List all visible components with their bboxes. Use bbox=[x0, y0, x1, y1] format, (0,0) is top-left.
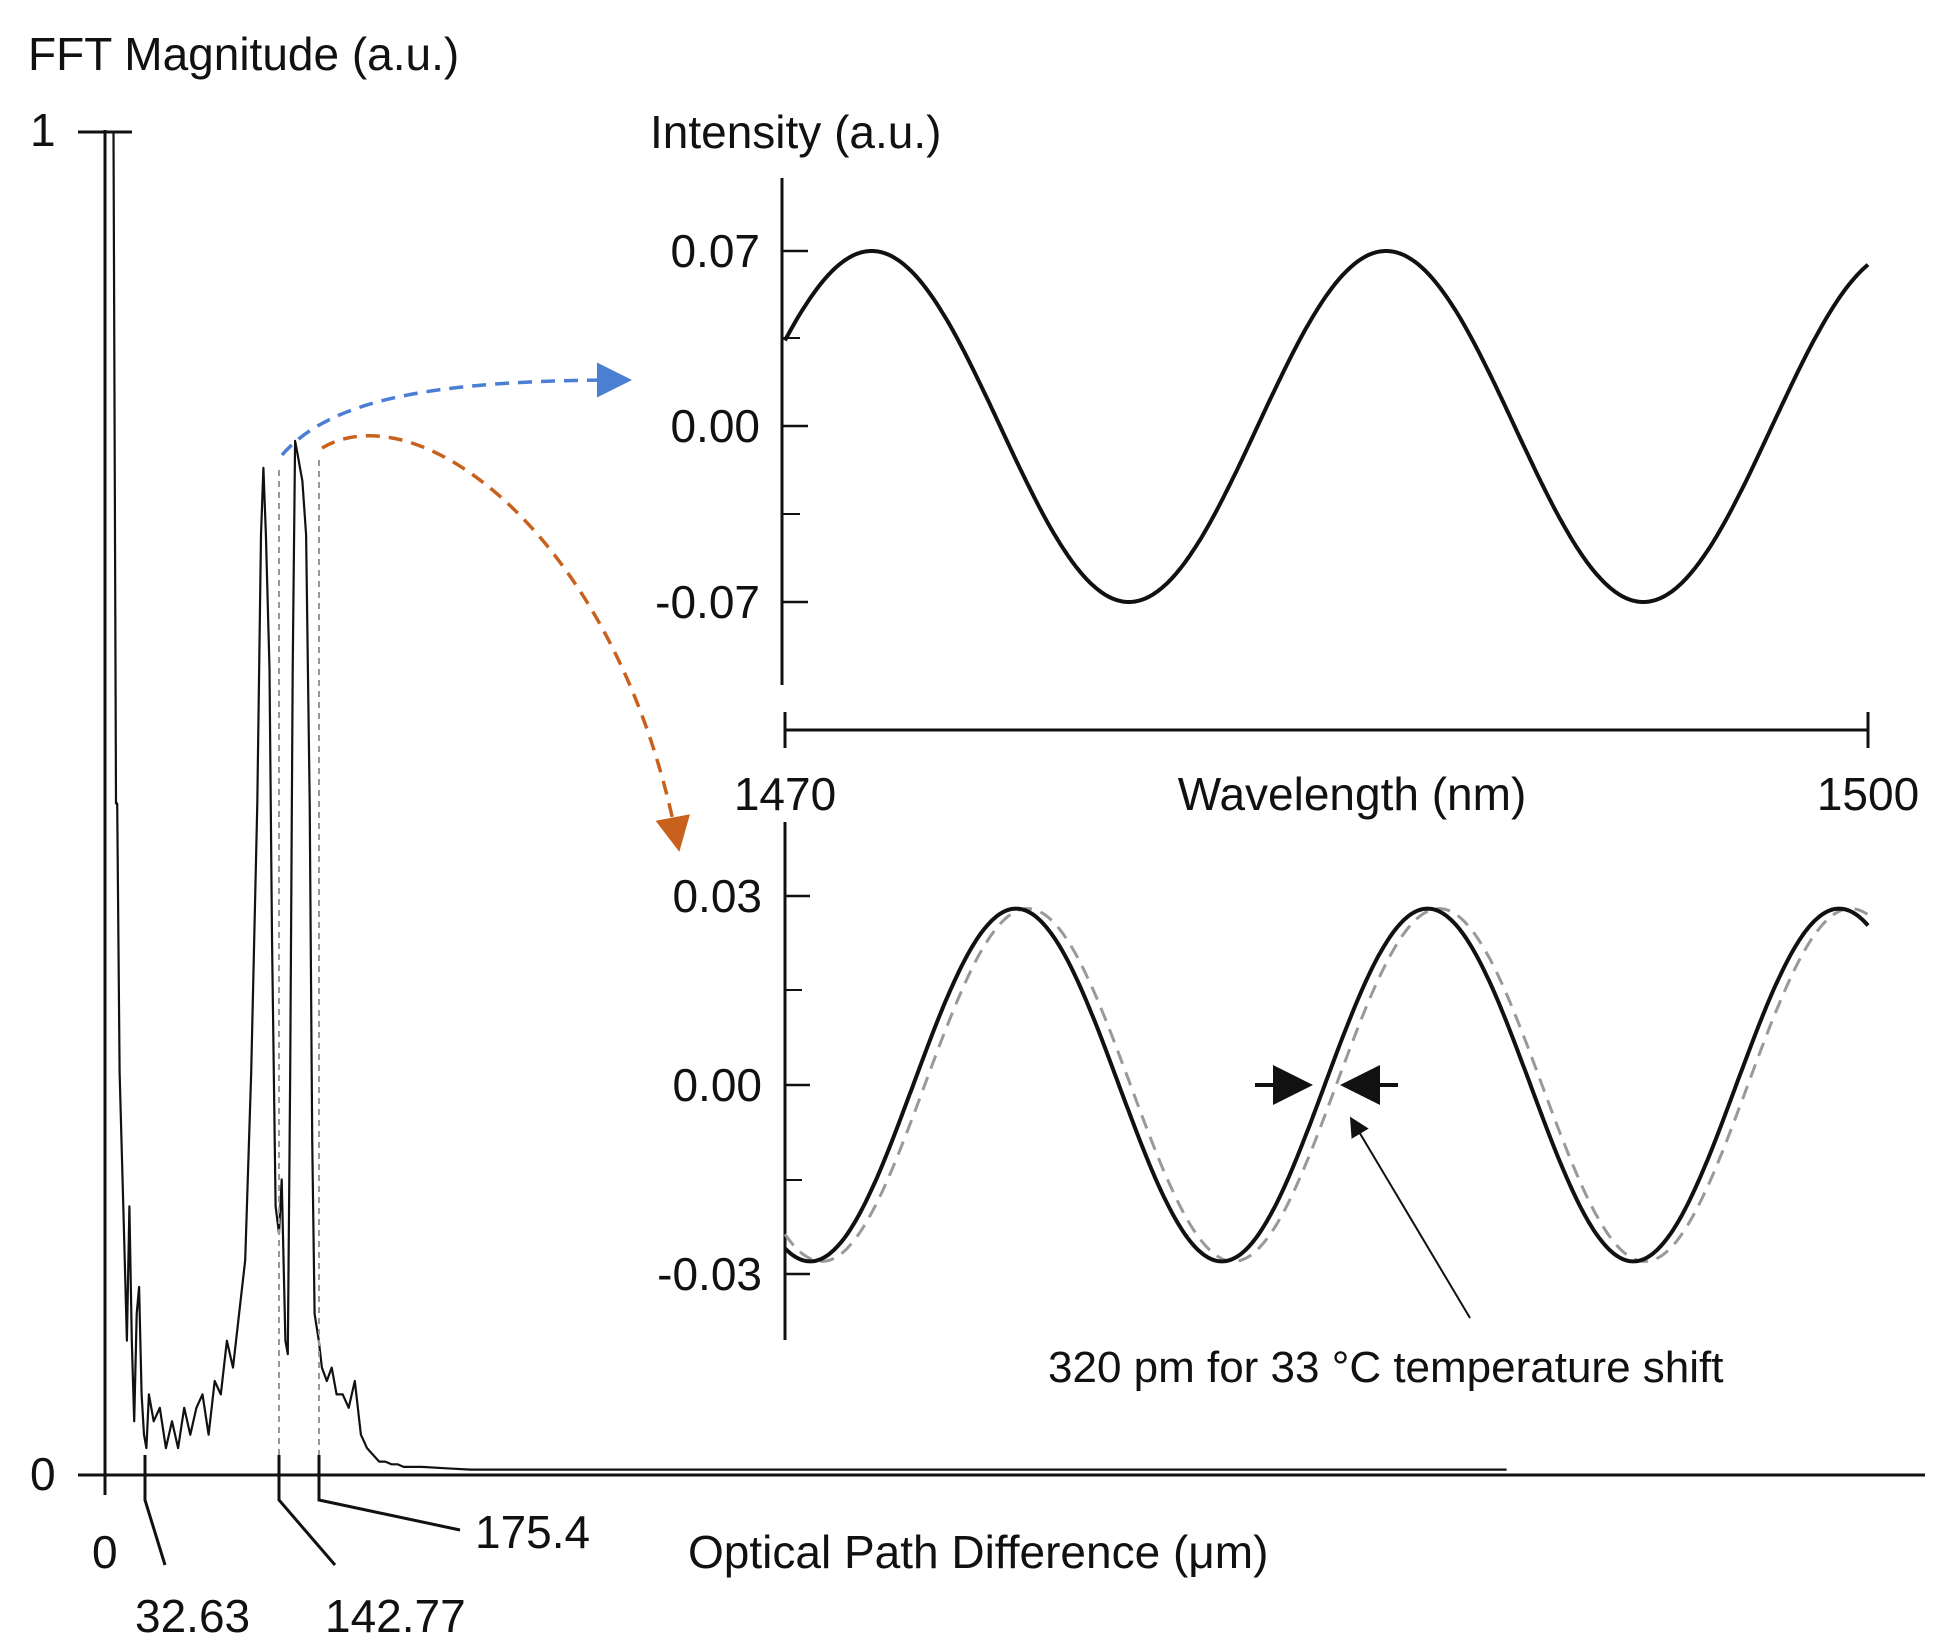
top-y-tick-label-0: 0.07 bbox=[670, 225, 760, 277]
top-series-layer bbox=[783, 249, 1870, 604]
peak-label-142: 142.77 bbox=[325, 1590, 466, 1642]
fft-series-line bbox=[105, 130, 1507, 1471]
peak-leader-32 bbox=[143, 1455, 167, 1566]
peak-leader-175 bbox=[317, 1455, 461, 1532]
bottom-y-tick-label-1: 0.00 bbox=[672, 1059, 762, 1111]
fft-x-tick-label-0: 0 bbox=[92, 1526, 118, 1578]
bottom-y-ticks bbox=[785, 894, 810, 1276]
bottom-y-tick-label-2: -0.03 bbox=[657, 1248, 762, 1300]
wavelength-tick-label-1500: 1500 bbox=[1817, 768, 1919, 820]
fft-chart: FFT Magnitude (a.u.) 1 0 0 Optical Path … bbox=[28, 28, 1925, 1642]
bottom-signal-line bbox=[783, 906, 1870, 1264]
peak-leader-142 bbox=[277, 1455, 337, 1566]
peak-label-32: 32.63 bbox=[135, 1590, 250, 1642]
fft-series-layer bbox=[105, 130, 1507, 1471]
bottom-inset-chart: 0.03 0.00 -0.03 320 pm for 33 °C tempera… bbox=[657, 822, 1870, 1392]
fft-y-axis-title: FFT Magnitude (a.u.) bbox=[28, 28, 459, 80]
orange-arrow bbox=[321, 434, 690, 852]
fft-y-tick-label-0: 0 bbox=[30, 1448, 56, 1500]
wavelength-axis: 1470 1500 Wavelength (nm) bbox=[734, 712, 1919, 820]
bottom-shifted-line bbox=[783, 907, 1869, 1263]
wavelength-tick-label-1470: 1470 bbox=[734, 768, 836, 820]
fft-x-axis-title: Optical Path Difference (μm) bbox=[688, 1526, 1268, 1578]
top-y-tick-label-2: -0.07 bbox=[655, 576, 760, 628]
blue-arrow bbox=[280, 362, 632, 457]
peak-label-175: 175.4 bbox=[475, 1506, 590, 1558]
top-inset-chart: Intensity (a.u.) 0.07 0.00 -0.07 bbox=[650, 106, 1870, 685]
top-signal-line bbox=[783, 249, 1870, 604]
fft-y-tick-label-1: 1 bbox=[30, 104, 56, 156]
top-y-axis-title: Intensity (a.u.) bbox=[650, 106, 941, 158]
temperature-shift-annotation: 320 pm for 33 °C temperature shift bbox=[1048, 1343, 1723, 1392]
bottom-y-tick-label-0: 0.03 bbox=[672, 870, 762, 922]
top-y-tick-label-1: 0.00 bbox=[670, 400, 760, 452]
wavelength-axis-title: Wavelength (nm) bbox=[1178, 768, 1527, 820]
annotation-pointer bbox=[1349, 1116, 1471, 1319]
bottom-series-layer bbox=[783, 906, 1870, 1264]
top-y-ticks bbox=[782, 249, 808, 604]
